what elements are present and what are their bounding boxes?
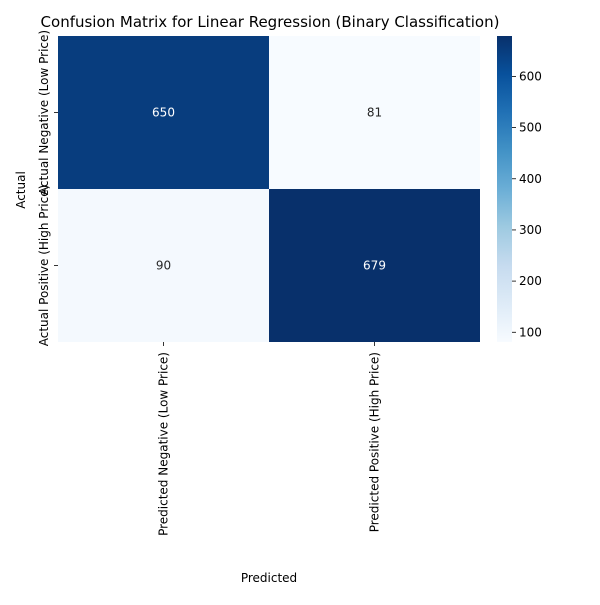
colorbar-tick-label: 600 xyxy=(519,69,542,83)
colorbar-tick-label: 300 xyxy=(519,223,542,237)
heatmap-cell xyxy=(269,189,480,342)
cell-value-label: 679 xyxy=(363,259,386,273)
y-tick-label: Actual Negative (Low Price) xyxy=(37,30,51,195)
x-axis-ticks: Predicted Negative (Low Price) Predicted … xyxy=(157,342,382,536)
heatmap-cell xyxy=(58,189,269,342)
y-axis-label: Actual xyxy=(14,171,28,209)
y-tick-label: Actual Positive (High Price) xyxy=(37,185,51,347)
colorbar-ticks: 100 200 300 400 500 600 xyxy=(512,69,542,339)
y-axis-ticks: Actual Negative (Low Price)Actual Positi… xyxy=(37,30,58,346)
heatmap-cells: 650 81 90 679 xyxy=(58,36,480,342)
colorbar-tick-label: 400 xyxy=(519,172,542,186)
cell-value-label: 650 xyxy=(152,106,175,120)
chart-title: Confusion Matrix for Linear Regression (… xyxy=(41,13,500,31)
heatmap-cell xyxy=(269,36,480,189)
colorbar-tick-label: 100 xyxy=(519,325,542,339)
x-axis-label: Predicted xyxy=(241,571,297,585)
colorbar xyxy=(497,36,512,342)
colorbar-tick-label: 500 xyxy=(519,121,542,135)
x-tick-label: Predicted Negative (Low Price) xyxy=(157,352,171,536)
x-tick-label: Predicted Positive (High Price) xyxy=(368,352,382,532)
cell-value-label: 90 xyxy=(156,259,171,273)
colorbar-tick-label: 200 xyxy=(519,274,542,288)
cell-value-label: 81 xyxy=(367,106,382,120)
heatmap-cell xyxy=(58,36,269,189)
